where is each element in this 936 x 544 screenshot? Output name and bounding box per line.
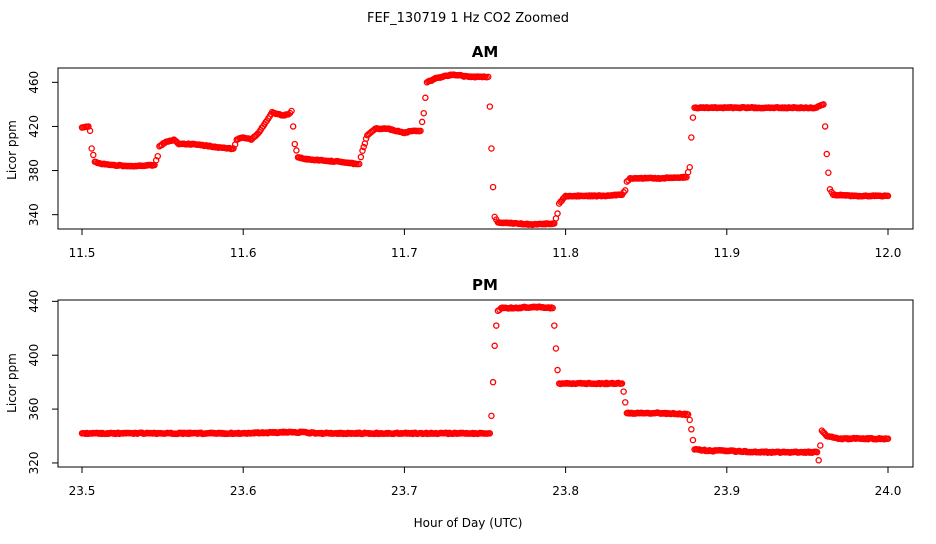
am-data-point	[690, 115, 695, 120]
am-data-point	[91, 152, 96, 157]
pm-data-point	[621, 389, 626, 394]
panel-pm: PM Licor ppm 23.5 23.6 23.7 23.8 23.9 24.0 320…	[5, 276, 913, 498]
pm-data-point	[490, 380, 495, 385]
pm-panel-title: PM	[472, 276, 498, 294]
am-data-point	[487, 104, 492, 109]
pm-data-point	[555, 367, 560, 372]
pm-x-tick-label: 23.5	[69, 484, 96, 498]
am-data-point	[89, 146, 94, 151]
am-data-point	[420, 119, 425, 124]
figure-title: FEF_130719 1 Hz CO2 Zoomed	[367, 11, 569, 26]
pm-data-point	[816, 458, 821, 463]
pm-y-axis-label: Licor ppm	[5, 353, 19, 413]
pm-data-point	[492, 343, 497, 348]
am-data-point	[555, 211, 560, 216]
pm-y-tick-label: 360	[27, 398, 41, 421]
pm-data-point	[494, 323, 499, 328]
panel-am: AM Licor ppm 11.5 11.6 11.7 11.8 11.9 12.0 340…	[5, 43, 913, 260]
am-data-point	[294, 148, 299, 153]
am-data-point	[823, 124, 828, 129]
pm-x-tick-label: 23.9	[713, 484, 740, 498]
am-y-tick-label: 460	[27, 71, 41, 94]
x-axis-label: Hour of Day (UTC)	[414, 516, 523, 530]
pm-data-point	[690, 437, 695, 442]
am-data-point	[423, 95, 428, 100]
pm-data-point	[687, 417, 692, 422]
pm-data-point	[553, 346, 558, 351]
am-axes: 11.5 11.6 11.7 11.8 11.9 12.0 340 380 420 460	[27, 71, 901, 260]
am-x-tick-label: 11.7	[391, 246, 418, 260]
pm-data-point	[552, 323, 557, 328]
pm-data-point	[818, 443, 823, 448]
pm-data-point	[489, 413, 494, 418]
pm-points	[79, 304, 890, 463]
am-data-point	[824, 151, 829, 156]
am-data-point	[358, 154, 363, 159]
am-plot-frame	[58, 68, 913, 229]
pm-x-tick-label: 23.7	[391, 484, 418, 498]
am-data-point	[689, 135, 694, 140]
am-data-point	[421, 111, 426, 116]
am-data-point	[489, 146, 494, 151]
pm-y-tick-label: 320	[27, 452, 41, 475]
pm-x-tick-label: 23.8	[552, 484, 579, 498]
am-x-tick-label: 11.8	[552, 246, 579, 260]
pm-y-tick-label: 400	[27, 344, 41, 367]
am-y-tick-label: 420	[27, 115, 41, 138]
am-y-tick-label: 340	[27, 203, 41, 226]
am-x-tick-label: 11.6	[230, 246, 257, 260]
am-data-point	[291, 124, 296, 129]
am-x-tick-label: 11.9	[713, 246, 740, 260]
am-y-axis-label: Licor ppm	[5, 120, 19, 180]
am-data-point	[687, 165, 692, 170]
am-x-tick-label: 11.5	[69, 246, 96, 260]
am-data-point	[826, 170, 831, 175]
am-x-tick-label: 12.0	[875, 246, 902, 260]
am-data-point	[292, 141, 297, 146]
pm-x-tick-label: 24.0	[875, 484, 902, 498]
pm-data-point	[689, 427, 694, 432]
pm-y-tick-label: 440	[27, 290, 41, 313]
am-data-point	[490, 184, 495, 189]
pm-data-point	[623, 400, 628, 405]
am-panel-title: AM	[472, 43, 499, 61]
pm-x-tick-label: 23.6	[230, 484, 257, 498]
pm-plot-frame	[58, 300, 913, 467]
am-y-tick-label: 380	[27, 159, 41, 182]
am-points	[79, 72, 890, 227]
